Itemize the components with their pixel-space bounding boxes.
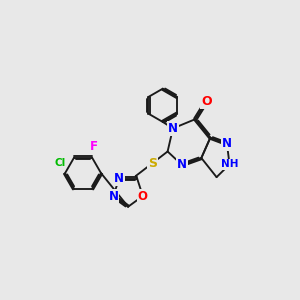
- Text: N: N: [177, 158, 187, 171]
- Text: N: N: [222, 137, 232, 150]
- Text: S: S: [148, 157, 157, 169]
- Text: N: N: [168, 122, 178, 135]
- Text: N: N: [108, 190, 118, 202]
- Text: N: N: [114, 172, 124, 185]
- Text: F: F: [89, 140, 98, 153]
- Text: O: O: [138, 190, 148, 202]
- Text: O: O: [201, 95, 212, 108]
- Text: NH: NH: [221, 159, 238, 170]
- Text: Cl: Cl: [54, 158, 66, 168]
